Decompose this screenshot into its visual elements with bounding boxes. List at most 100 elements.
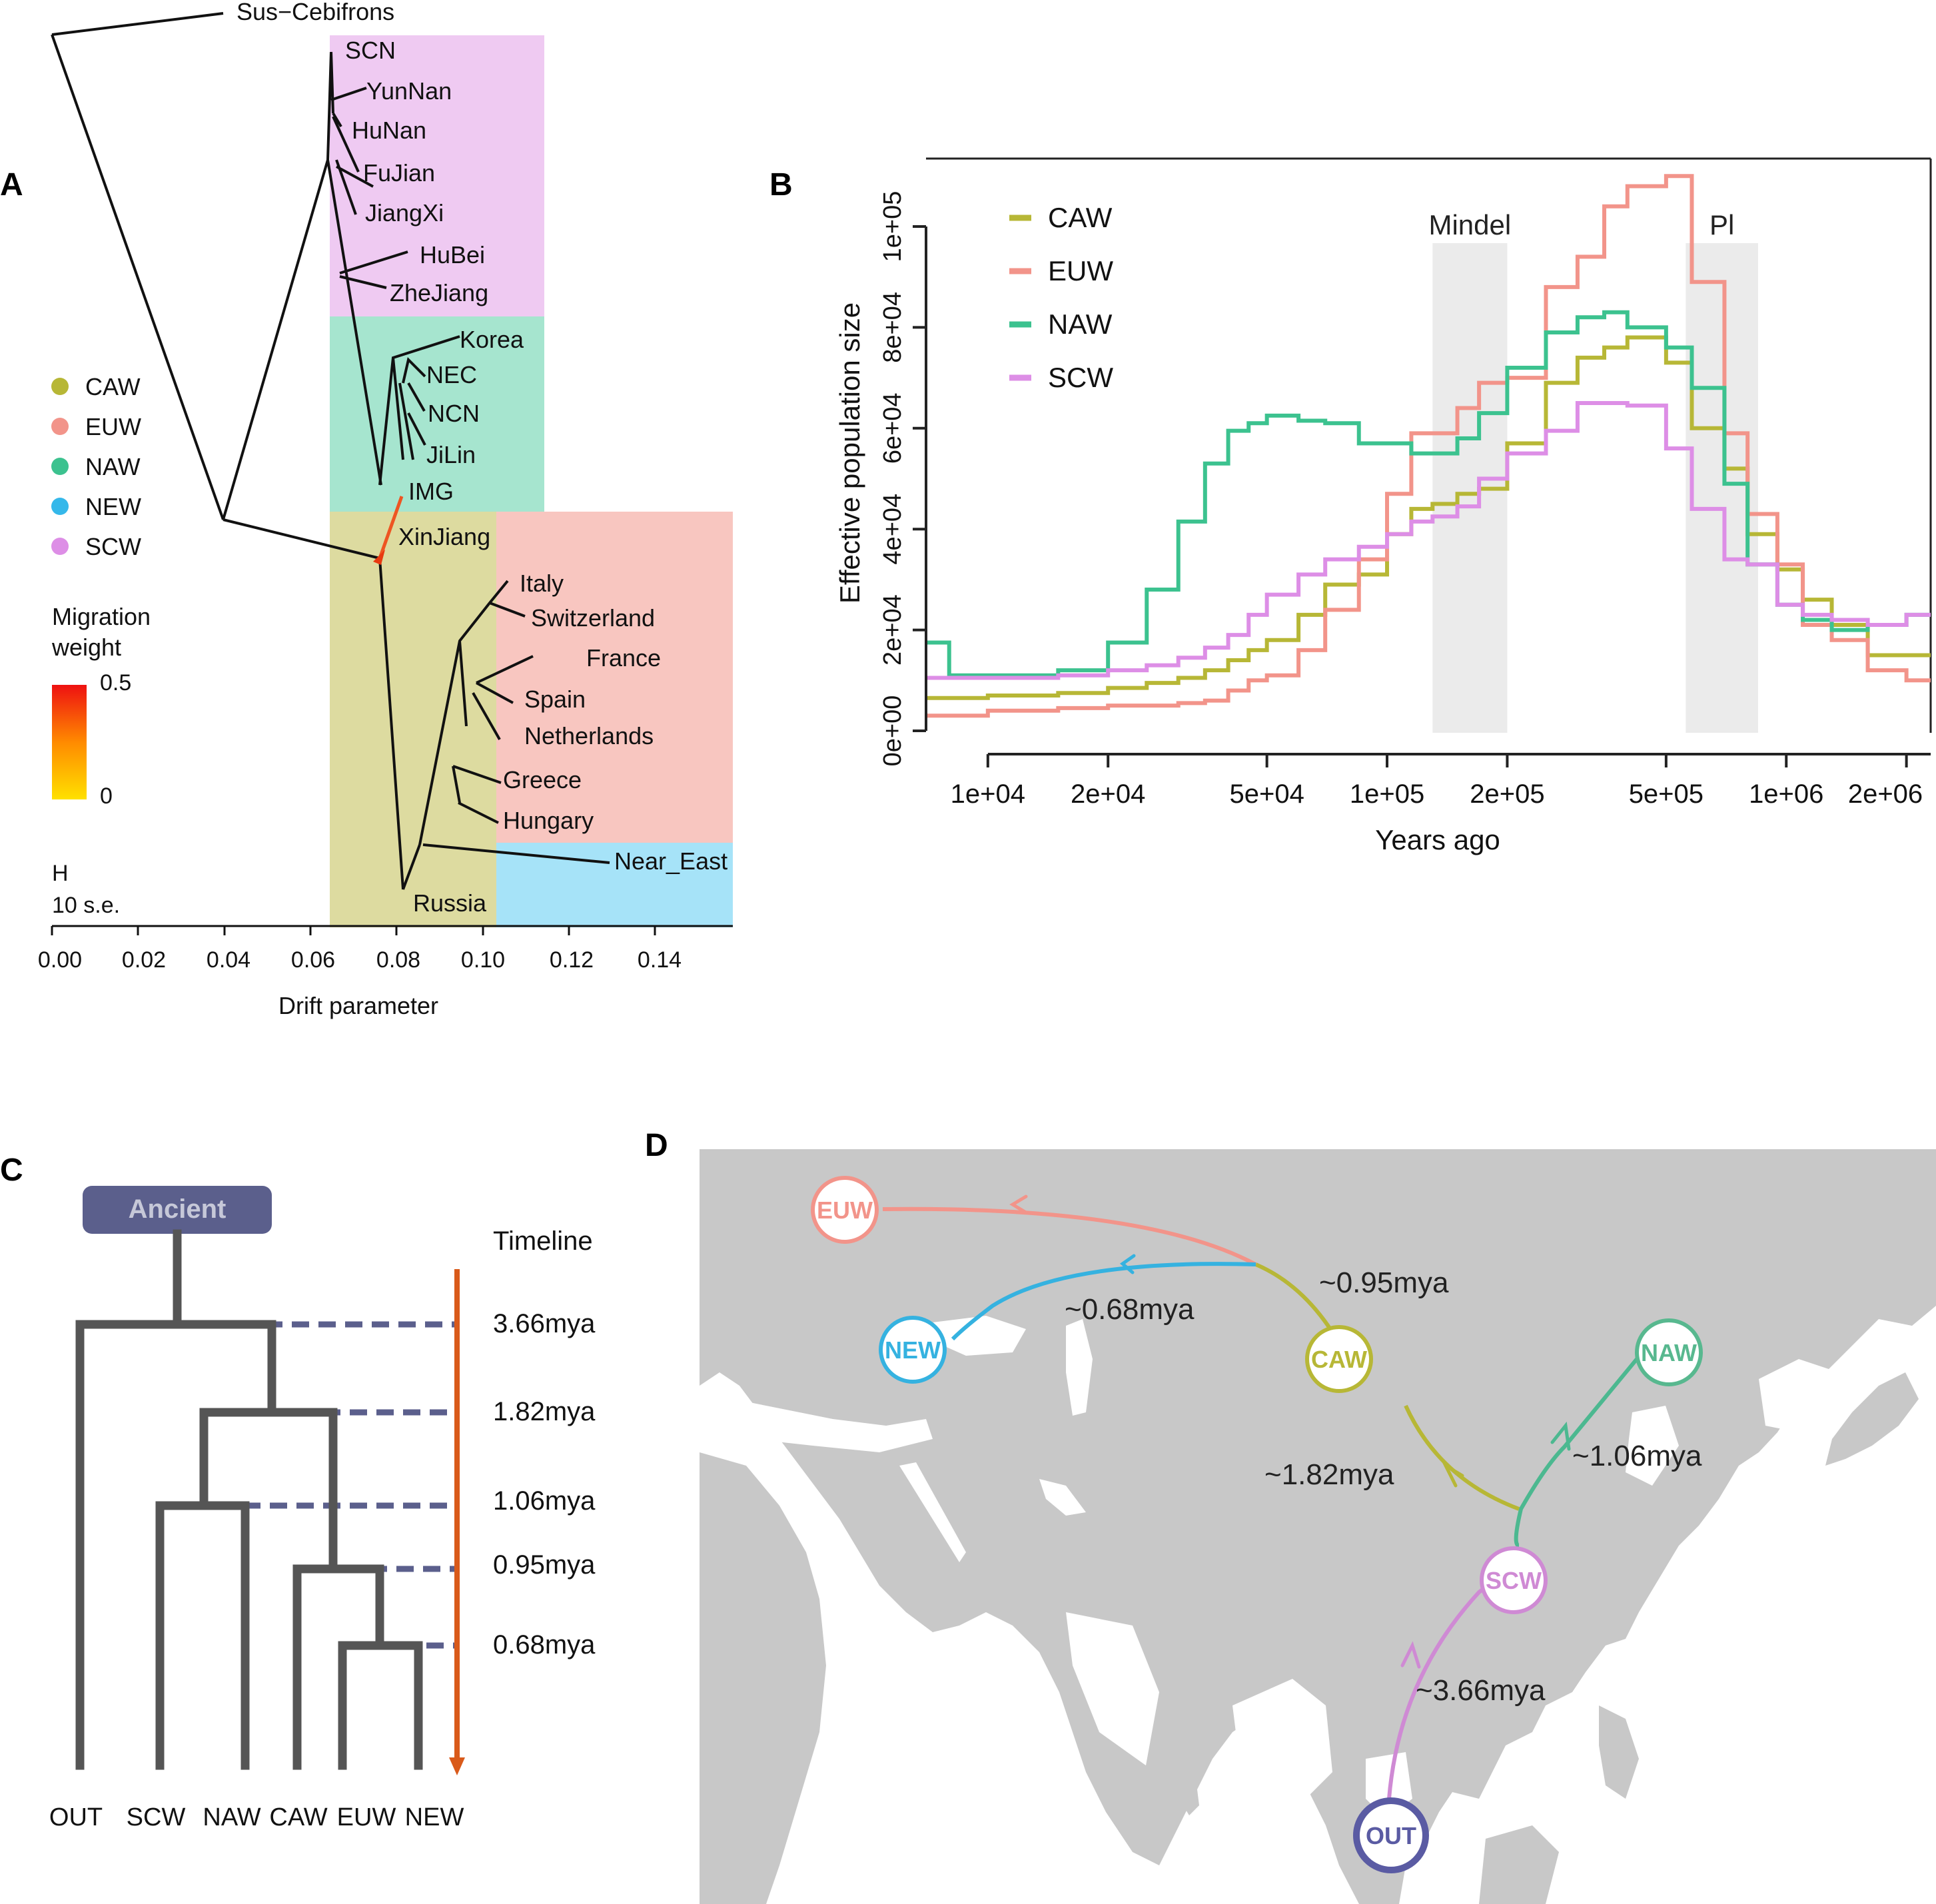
scale-letter: H (52, 861, 69, 886)
arrowhead-icon (1400, 1641, 1421, 1669)
panel-a-xlabel: Drift parameter (278, 992, 438, 1019)
migration-title-line2: weight (51, 634, 121, 661)
inland-seas (700, 1316, 1839, 1819)
legend-dot-scw (51, 538, 69, 555)
tip-greece: Greece (503, 766, 582, 793)
x-axis-label: Years ago (1375, 824, 1500, 855)
route-label-caw-new: ~0.68mya (1065, 1293, 1195, 1326)
legend-label-naw: NAW (1048, 308, 1113, 340)
node-new-label: NEW (885, 1336, 941, 1364)
branch-to-asia (222, 159, 329, 520)
srilanka-shape (1179, 1772, 1199, 1815)
migration-arrowhead (373, 550, 385, 565)
africa-shape (700, 1452, 826, 1904)
leaf-out: OUT (49, 1803, 103, 1831)
x-tick-label: 5e+05 (1629, 779, 1703, 809)
node-caw (1305, 1325, 1373, 1393)
panel-a-tick-label: 0.06 (291, 947, 335, 973)
node-caw-label: CAW (1311, 1346, 1367, 1373)
panel-a-tick-label: 0.00 (38, 947, 82, 973)
timeline-label: 0.68mya (493, 1630, 596, 1660)
route-arrowheads (1009, 1194, 1571, 1669)
route-out-scw (1387, 1567, 1510, 1799)
y-tick-label: 4e+04 (879, 494, 907, 565)
arrowhead-icon (1009, 1194, 1028, 1214)
arabian-sea (1066, 1612, 1159, 1765)
tip-outgroup: Sus−Cebifrons (237, 0, 394, 25)
tip-hunan: HuNan (352, 117, 426, 144)
leaf-caw: CAW (269, 1803, 327, 1831)
timeline-label: 1.82mya (493, 1397, 596, 1426)
panel-d: D (645, 1128, 1936, 1904)
chart-axes: 0e+00 2e+04 4e+04 6e+04 8e+04 1e+05 1e+04 2e+04… (879, 191, 1931, 809)
series-line-scw (926, 400, 1931, 680)
legend-label-euw: EUW (1048, 255, 1113, 286)
panel-b-letter: B (769, 167, 793, 203)
panel-a-tick-label: 0.10 (461, 947, 505, 973)
yellow-sea (1626, 1406, 1679, 1486)
tip-jiangxi: JiangXi (365, 199, 444, 227)
migration-title-line1: Migration (52, 603, 151, 630)
node-euw-label: EUW (817, 1196, 873, 1224)
cladogram (75, 1229, 423, 1770)
tip-jilin: JiLin (426, 441, 476, 468)
leaf-new: NEW (405, 1803, 464, 1831)
split-caw (292, 1564, 384, 1770)
legend-dot-caw (51, 378, 69, 395)
node-out-label: OUT (1366, 1822, 1416, 1849)
scale-label: 10 s.e. (52, 893, 120, 918)
tip-near-east: Near_East (614, 847, 727, 875)
node-scw (1480, 1546, 1548, 1614)
y-tick-label: 1e+05 (879, 191, 907, 262)
timeline-label: 3.66mya (493, 1309, 596, 1338)
timeline-title: Timeline (493, 1226, 593, 1256)
timeline-label: 0.95mya (493, 1550, 596, 1580)
y-tick-label: 0e+00 (879, 696, 907, 767)
route-label-out-scw: ~3.66mya (1416, 1674, 1546, 1707)
tip-scn: SCN (345, 37, 396, 64)
split-euw-new (338, 1641, 423, 1770)
shaded-periods: Mindel Pl (1428, 209, 1758, 733)
caspian-sea (1066, 1319, 1093, 1416)
arrowhead-icon (1441, 1461, 1464, 1488)
tip-italy: Italy (520, 570, 564, 597)
caw-region (330, 512, 496, 927)
node-new (879, 1316, 947, 1384)
japan-shape (1825, 1372, 1919, 1466)
legend-label-scw: SCW (1048, 362, 1113, 393)
taiwan-shape (1564, 1639, 1579, 1672)
group-legend: CAW EUW NAW NEW SCW (51, 373, 141, 560)
x-tick-label: 2e+06 (1848, 779, 1923, 809)
branch-naw-group (378, 335, 460, 486)
tip-xinjiang: XinJiang (398, 523, 490, 550)
time-guide-lines (243, 1321, 460, 1649)
route-label-caw-euw: ~0.95mya (1319, 1266, 1449, 1299)
legend-label-naw: NAW (85, 453, 141, 480)
scw-region (330, 35, 544, 316)
panel-a-tick-label: 0.08 (376, 947, 420, 973)
node-out (1353, 1797, 1429, 1873)
split-scw-naw (155, 1408, 250, 1770)
naw-region (330, 316, 544, 512)
branch-root (51, 34, 225, 520)
migration-min-label: 0 (100, 783, 113, 809)
arrowhead-icon (1550, 1421, 1571, 1451)
node-naw-label: NAW (1641, 1339, 1697, 1366)
chart-legend: CAW EUW NAW SCW (1009, 202, 1113, 393)
route-caw-euw (882, 1206, 1257, 1266)
y-tick-label: 6e+04 (879, 392, 907, 464)
panel-a-tick-label: 0.04 (207, 947, 250, 973)
legend-dot-euw (51, 418, 69, 435)
branch-to-xinjiang-node (223, 518, 380, 560)
legend-dot-naw (51, 458, 69, 475)
shaded-period-label: Mindel (1428, 209, 1511, 240)
branch-western-group (378, 558, 610, 890)
route-label-scw-caw: ~1.82mya (1264, 1458, 1394, 1491)
tip-russia: Russia (413, 889, 487, 917)
tip-hubei: HuBei (420, 241, 485, 268)
split-out (75, 1320, 276, 1770)
leaf-scw: SCW (127, 1803, 186, 1831)
tip-zhejiang: ZheJiang (390, 279, 488, 306)
ancient-root-box (83, 1186, 272, 1234)
